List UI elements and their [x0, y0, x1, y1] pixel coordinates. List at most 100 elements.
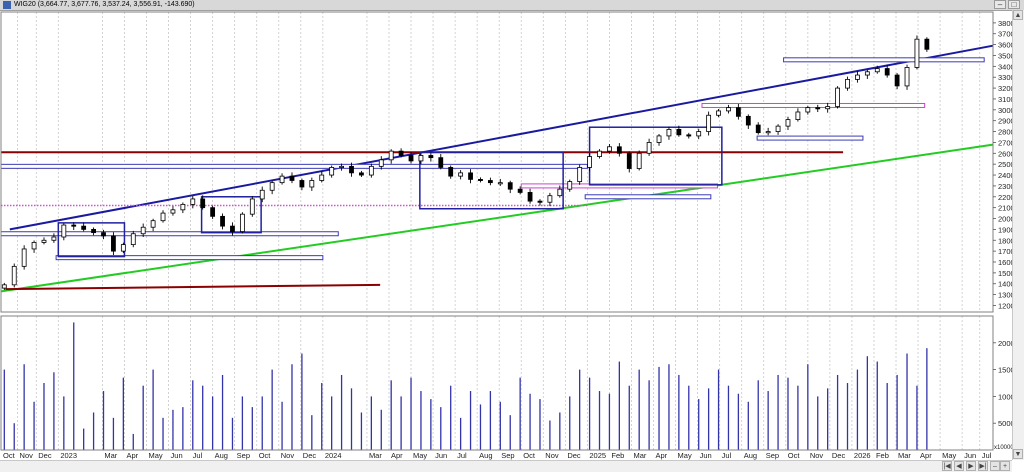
level-band — [756, 135, 864, 141]
candle-body — [279, 175, 285, 184]
x-tick-label: Apr — [126, 451, 138, 460]
scroll-down-button[interactable]: ▼ — [1013, 449, 1023, 459]
candle-body — [666, 128, 672, 137]
price-tick-label: 3400 — [998, 62, 1012, 71]
scroll-left-button[interactable]: ◀ — [954, 461, 964, 471]
zoom-in-button[interactable]: + — [1000, 461, 1010, 471]
app-icon — [3, 1, 11, 9]
x-tick-label: Nov — [545, 451, 559, 460]
candle-body — [497, 182, 503, 185]
price-tick-label: 2700 — [998, 138, 1012, 147]
level-band — [0, 231, 339, 237]
candle-body — [874, 68, 880, 73]
x-tick-label: Jun — [171, 451, 183, 460]
x-tick-label: Oct — [259, 451, 272, 460]
candle-body — [368, 165, 374, 176]
price-tick-label: 3800 — [998, 19, 1012, 28]
candle-body — [676, 128, 682, 136]
x-tick-label: Jun — [964, 451, 976, 460]
x-tick-label: Mar — [633, 451, 646, 460]
x-tick-label: Nov — [20, 451, 34, 460]
candle-body — [408, 155, 414, 162]
x-tick-label: May — [148, 451, 162, 460]
candle-body — [448, 167, 454, 177]
candle-body — [507, 182, 513, 190]
scroll-start-button[interactable]: |◀ — [942, 461, 952, 471]
candle-body — [160, 212, 166, 222]
candle-body — [706, 114, 712, 132]
x-tick-label: Mar — [104, 451, 117, 460]
scroll-right-button[interactable]: ▶ — [966, 461, 976, 471]
candle-body — [388, 150, 394, 161]
x-tick-label: Sep — [501, 451, 514, 460]
candle-body — [755, 124, 761, 134]
candle-body — [795, 111, 801, 121]
x-tick-label: Apr — [656, 451, 668, 460]
candle-body — [150, 220, 156, 228]
x-tick-label: Jul — [982, 451, 992, 460]
candle-body — [458, 172, 464, 177]
x-tick-label: Aug — [744, 451, 757, 460]
axes: Oct Nov Dec 2023 Mar Apr May Jun Jul Aug Sep Oct Nov… — [0, 11, 1012, 460]
price-tick-label: 3200 — [998, 84, 1012, 93]
zoom-out-button[interactable]: – — [990, 461, 1000, 471]
candle-body — [438, 157, 444, 168]
candle-body — [230, 225, 235, 232]
candle-body — [81, 225, 87, 230]
candle-body — [716, 110, 721, 116]
x-tick-label: Mar — [898, 451, 911, 460]
price-tick-label: 2600 — [998, 149, 1012, 158]
title-bar: WIG20 (3,664.77, 3,677.76, 3,537.24, 3,5… — [0, 0, 1024, 11]
price-tick-label: 1800 — [998, 236, 1012, 245]
candle-body — [120, 244, 126, 252]
candle-body — [864, 71, 870, 76]
window-title: WIG20 (3,664.77, 3,677.76, 3,537.24, 3,5… — [14, 1, 195, 8]
horizontal-scrollbar[interactable]: |◀ ◀ ▶ ▶| – + — [0, 460, 1012, 472]
candle-body — [21, 248, 27, 267]
trend-line — [9, 44, 994, 231]
volume-tick-label: 5000 — [998, 419, 1012, 428]
price-tick-label: 3700 — [998, 30, 1012, 39]
candle-body — [656, 135, 662, 143]
price-tick-label: 2400 — [998, 171, 1012, 180]
candle-body — [398, 150, 404, 156]
candle-body — [180, 203, 186, 211]
volume-tick-label: 10000 — [998, 392, 1012, 401]
x-tick-label: Nov — [281, 451, 295, 460]
x-tick-label: Jul — [722, 451, 732, 460]
candle-body — [696, 131, 702, 137]
x-tick-label: Nov — [810, 451, 824, 460]
scroll-end-button[interactable]: ▶| — [978, 461, 988, 471]
scroll-up-button[interactable]: ▲ — [1013, 10, 1023, 20]
candle-body — [775, 125, 781, 132]
level-band — [584, 194, 712, 200]
candle-body — [1, 284, 7, 289]
level-band — [55, 255, 324, 261]
volume-tick-label: 15000 — [998, 366, 1012, 375]
x-tick-label: Oct — [788, 451, 801, 460]
candle-body — [239, 213, 245, 232]
minimize-button[interactable]: – — [994, 0, 1006, 9]
x-tick-label: 2024 — [325, 451, 342, 460]
x-tick-label: Oct — [523, 451, 536, 460]
vertical-scrollbar[interactable]: ▲ ▼ — [1012, 10, 1024, 460]
price-tick-label: 3600 — [998, 41, 1012, 50]
x-tick-label: Dec — [567, 451, 581, 460]
x-tick-label: Dec — [38, 451, 52, 460]
candle-body — [339, 165, 344, 168]
candle-body — [31, 242, 37, 250]
candle-body — [329, 167, 335, 176]
price-tick-label: 1700 — [998, 247, 1012, 256]
price-tick-label: 2500 — [998, 160, 1012, 169]
x-tick-label: Feb — [611, 451, 624, 460]
volume-panel-frame — [0, 315, 994, 451]
price-tick-label: 2200 — [998, 193, 1012, 202]
x-tick-label: 2023 — [60, 451, 77, 460]
maximize-button[interactable]: □ — [1008, 0, 1020, 9]
x-tick-label: Sep — [766, 451, 779, 460]
candle-body — [220, 215, 225, 227]
window-controls: – □ — [994, 0, 1020, 10]
candle-body — [140, 226, 146, 235]
candle-body — [111, 235, 116, 252]
candle-body — [914, 38, 920, 68]
